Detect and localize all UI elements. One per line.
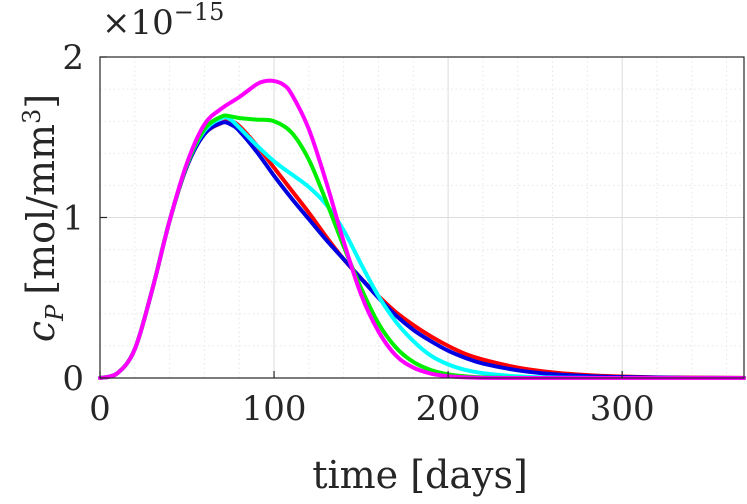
x-tick-label: 0 xyxy=(89,389,111,429)
series-layer xyxy=(98,78,746,381)
exponent-label: ×10−15 xyxy=(102,0,224,43)
y-tick-label: 2 xyxy=(62,38,84,78)
y-axis-unit-open: [mol/mm xyxy=(19,124,63,295)
series-line-red xyxy=(98,118,746,380)
x-tick-label: 300 xyxy=(590,389,655,429)
grid xyxy=(99,56,744,379)
x-tick-label: 100 xyxy=(242,389,307,429)
ticks: 0 100 200 300 0 1 2 xyxy=(62,38,654,429)
y-tick-label: 0 xyxy=(62,359,84,399)
labels: ×10−15 time [days] cP [mol/mm3] xyxy=(18,0,528,497)
series-line-blue xyxy=(98,120,746,380)
series-line-green xyxy=(98,113,746,381)
y-axis-unit-close: ] xyxy=(19,94,63,109)
x-axis-label: time [days] xyxy=(312,453,528,497)
exponent-prefix: ×10 xyxy=(102,3,174,43)
y-axis-label: cP [mol/mm3] xyxy=(18,94,69,342)
x-tick-label: 200 xyxy=(416,389,481,429)
y-axis-unit-sup: 3 xyxy=(18,109,46,124)
y-tick-label: 1 xyxy=(62,199,84,239)
series-line-cyan xyxy=(98,115,746,381)
y-axis-var: c xyxy=(19,321,63,342)
y-axis-sub: P xyxy=(41,304,69,322)
exponent-power: −15 xyxy=(174,0,225,26)
